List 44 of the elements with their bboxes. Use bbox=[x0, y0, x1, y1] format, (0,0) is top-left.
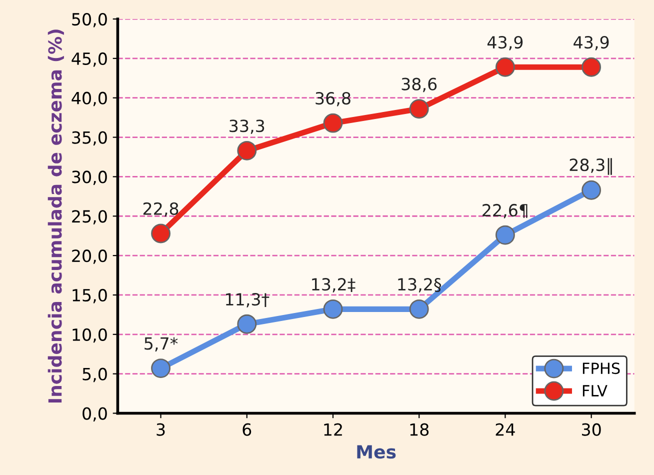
legend-label: FLV bbox=[582, 385, 608, 396]
point bbox=[151, 224, 170, 244]
y-tick-label: 45,0 bbox=[72, 52, 107, 67]
data-label: 33,3 bbox=[230, 120, 264, 134]
point bbox=[151, 358, 170, 378]
y-tick-label: 15,0 bbox=[72, 288, 107, 304]
data-label: 5,7* bbox=[144, 337, 178, 352]
point bbox=[582, 57, 602, 77]
point bbox=[323, 113, 343, 133]
data-label: 43,9 bbox=[574, 36, 609, 50]
x-tick-label: 30 bbox=[582, 423, 601, 436]
data-label: 22,8 bbox=[143, 202, 178, 217]
y-tick-label: 0,0 bbox=[82, 407, 107, 422]
y-tick-label: 10,0 bbox=[72, 328, 107, 343]
point bbox=[323, 299, 343, 319]
y-tick-label: 25,0 bbox=[72, 210, 107, 224]
y-tick-label: 30,0 bbox=[72, 170, 107, 185]
x-tick-label: 3 bbox=[156, 423, 165, 436]
x-axis-title: Mes bbox=[357, 445, 396, 459]
x-tick-label: 24 bbox=[496, 423, 515, 436]
point bbox=[237, 314, 257, 334]
point bbox=[495, 57, 515, 77]
data-label: 11,3† bbox=[226, 293, 270, 308]
legend-label: FPHS bbox=[582, 362, 620, 374]
point bbox=[409, 99, 429, 119]
x-tick-label: 18 bbox=[410, 423, 429, 436]
y-axis-title: Incidencia acumulada de eczema (%) bbox=[48, 30, 64, 402]
data-label: 22,6¶ bbox=[482, 204, 528, 218]
y-tick-label: 35,0 bbox=[72, 131, 107, 146]
point bbox=[237, 140, 257, 160]
data-label: 43,9 bbox=[487, 36, 523, 50]
point bbox=[495, 225, 515, 245]
point bbox=[409, 299, 429, 319]
data-label: 13,2‡ bbox=[312, 278, 356, 292]
data-label: 13,2§ bbox=[398, 278, 442, 292]
y-tick-label: 50,0 bbox=[72, 12, 107, 28]
data-label: 38,6 bbox=[402, 78, 437, 92]
data-label: 28,3‖ bbox=[570, 158, 612, 175]
point bbox=[582, 180, 602, 200]
y-tick-label: 5,0 bbox=[82, 368, 107, 382]
y-tick-label: 40,0 bbox=[72, 92, 107, 106]
x-tick-label: 12 bbox=[324, 423, 342, 436]
x-tick-label: 6 bbox=[242, 423, 252, 436]
y-tick-label: 20,0 bbox=[72, 250, 107, 264]
